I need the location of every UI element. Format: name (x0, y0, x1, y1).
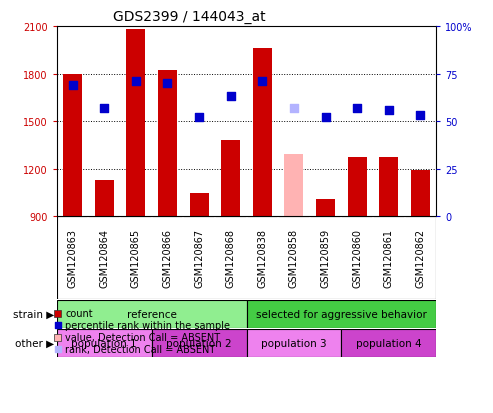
Bar (126, 30, 145, 217)
Point (227, 94, 235, 100)
Text: GSM120838: GSM120838 (257, 229, 267, 287)
Bar (316, 199, 335, 217)
Text: GSM120866: GSM120866 (162, 229, 173, 287)
Point (54, 322, 62, 328)
Bar (341, 329, 436, 357)
Text: GSM120858: GSM120858 (289, 229, 299, 287)
Bar (54, 310, 61, 317)
Text: GSM120864: GSM120864 (99, 229, 109, 287)
Text: count: count (65, 308, 93, 318)
Point (100, 105, 108, 112)
Point (290, 105, 298, 112)
Bar (411, 170, 430, 217)
Text: GSM120861: GSM120861 (384, 229, 394, 287)
Bar (189, 193, 209, 217)
Point (385, 107, 393, 114)
Bar (152, 329, 246, 357)
Text: GDS2399 / 144043_at: GDS2399 / 144043_at (113, 10, 266, 24)
Bar (284, 154, 304, 217)
Text: selected for aggressive behavior: selected for aggressive behavior (256, 309, 427, 319)
Text: GSM120860: GSM120860 (352, 229, 362, 287)
Text: reference: reference (127, 309, 176, 319)
Text: population 4: population 4 (356, 338, 422, 348)
Bar (253, 49, 272, 217)
Point (195, 115, 203, 121)
Text: GSM120862: GSM120862 (416, 229, 425, 287)
Bar (57, 329, 152, 357)
Point (417, 113, 424, 119)
Text: other ▶: other ▶ (15, 338, 54, 348)
Text: value, Detection Call = ABSENT: value, Detection Call = ABSENT (65, 332, 220, 342)
Bar (63, 74, 82, 217)
Text: strain ▶: strain ▶ (13, 309, 54, 319)
Text: population 3: population 3 (261, 338, 327, 348)
Bar (246, 300, 436, 328)
Text: GSM120863: GSM120863 (68, 229, 77, 287)
Point (258, 78, 266, 85)
Point (353, 105, 361, 112)
Text: population 1: population 1 (71, 338, 137, 348)
Text: percentile rank within the sample: percentile rank within the sample (65, 320, 230, 330)
Point (69, 83, 76, 89)
Bar (221, 141, 240, 217)
Bar (57, 300, 246, 328)
Bar (54, 334, 61, 341)
Point (132, 78, 140, 85)
Text: GSM120865: GSM120865 (131, 229, 141, 287)
Bar (348, 157, 367, 217)
Bar (95, 180, 113, 217)
Text: GSM120867: GSM120867 (194, 229, 204, 287)
Bar (158, 71, 177, 217)
Text: GSM120868: GSM120868 (226, 229, 236, 287)
Text: population 2: population 2 (166, 338, 232, 348)
Text: rank, Detection Call = ABSENT: rank, Detection Call = ABSENT (65, 344, 215, 354)
Text: GSM120859: GSM120859 (320, 229, 331, 287)
Bar (246, 329, 341, 357)
Point (54, 346, 62, 352)
Bar (380, 157, 398, 217)
Point (164, 81, 172, 87)
Point (321, 115, 329, 121)
